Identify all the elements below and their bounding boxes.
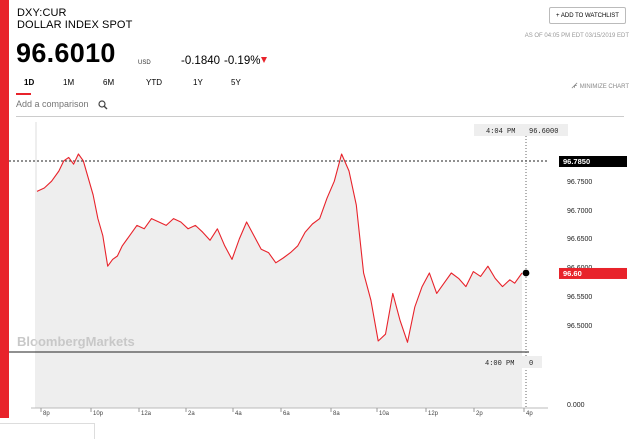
price-chart[interactable]: BloombergMarkets 96.7500 96.7000 96.6500 96… — [0, 116, 640, 422]
last-price-label: 96.60 — [563, 269, 582, 278]
chart-watermark: BloombergMarkets — [17, 334, 135, 349]
ticker-name: DOLLAR INDEX SPOT — [17, 19, 133, 31]
tab-5y[interactable]: 5Y — [231, 78, 241, 87]
accent-bar — [0, 0, 9, 418]
tab-1m[interactable]: 1M — [63, 78, 75, 87]
crosshair-bottom-box — [474, 356, 542, 368]
ticker-block: DXY:CUR DOLLAR INDEX SPOT — [17, 7, 132, 31]
x-tick-label: 4p — [526, 411, 533, 417]
comparison-input[interactable] — [16, 99, 96, 109]
price-change-percent: -0.19% — [224, 55, 261, 67]
last-price-badge — [559, 267, 627, 279]
crosshair-value-bottom: 0 — [529, 360, 533, 368]
x-tick-label: 10p — [93, 411, 104, 417]
price-change: -0.1840 — [181, 55, 221, 67]
tab-1y[interactable]: 1Y — [193, 78, 203, 87]
y-tick-label: 96.6500 — [567, 236, 592, 243]
collapse-icon — [571, 82, 578, 89]
volume-axis-label: 0.000 — [567, 402, 585, 409]
y-tick-label: 96.7500 — [567, 179, 592, 186]
x-tick-label: 6a — [283, 411, 290, 417]
x-tick-label: 2a — [188, 411, 195, 417]
down-arrow-icon — [261, 57, 267, 63]
tab-6m[interactable]: 6M — [103, 78, 115, 87]
crosshair-time-bottom: 4:00 PM — [485, 360, 514, 368]
high-value-label: 96.7850 — [563, 157, 590, 166]
price-value: 96.6010 — [16, 38, 116, 68]
x-tick-label: 8a — [333, 411, 340, 417]
currency-label: USD — [138, 60, 151, 66]
comparison-bar — [16, 96, 624, 117]
crosshair-time-top: 4:04 PM — [486, 128, 515, 136]
last-price-marker — [522, 269, 530, 277]
minimize-chart-label: MINIMIZE CHART — [579, 84, 629, 90]
series-area — [37, 154, 522, 408]
y-tick-label: 96.5500 — [567, 294, 592, 301]
minimize-chart-button[interactable]: MINIMIZE CHART — [571, 82, 629, 90]
y-tick-label: 96.5000 — [567, 323, 592, 330]
x-tick-label: 4a — [235, 411, 242, 417]
crosshair-value-top: 96.6000 — [529, 128, 558, 136]
x-tick-label: 8p — [43, 411, 50, 417]
as-of-timestamp: AS OF 04:05 PM EDT 03/15/2019 EDT — [524, 33, 629, 39]
x-tick-label: 2p — [476, 411, 483, 417]
active-tab-underline — [16, 93, 31, 95]
x-tick-label: 12a — [141, 411, 152, 417]
tab-1d[interactable]: 1D — [24, 78, 35, 87]
crosshair-top-box — [474, 124, 568, 136]
watchlist-label: + ADD TO WATCHLIST — [556, 12, 619, 19]
ticker-symbol: DXY:CUR — [17, 7, 67, 19]
series-line — [36, 153, 523, 343]
search-icon[interactable] — [98, 100, 108, 110]
tab-ytd[interactable]: YTD — [146, 78, 162, 87]
high-value-badge — [559, 156, 627, 167]
add-to-watchlist-button[interactable]: + ADD TO WATCHLIST — [549, 7, 626, 24]
footer-tab — [0, 423, 95, 439]
x-tick-label: 10a — [379, 411, 390, 417]
x-tick-label: 12p — [428, 411, 439, 417]
y-tick-label: 96.7000 — [567, 208, 592, 215]
